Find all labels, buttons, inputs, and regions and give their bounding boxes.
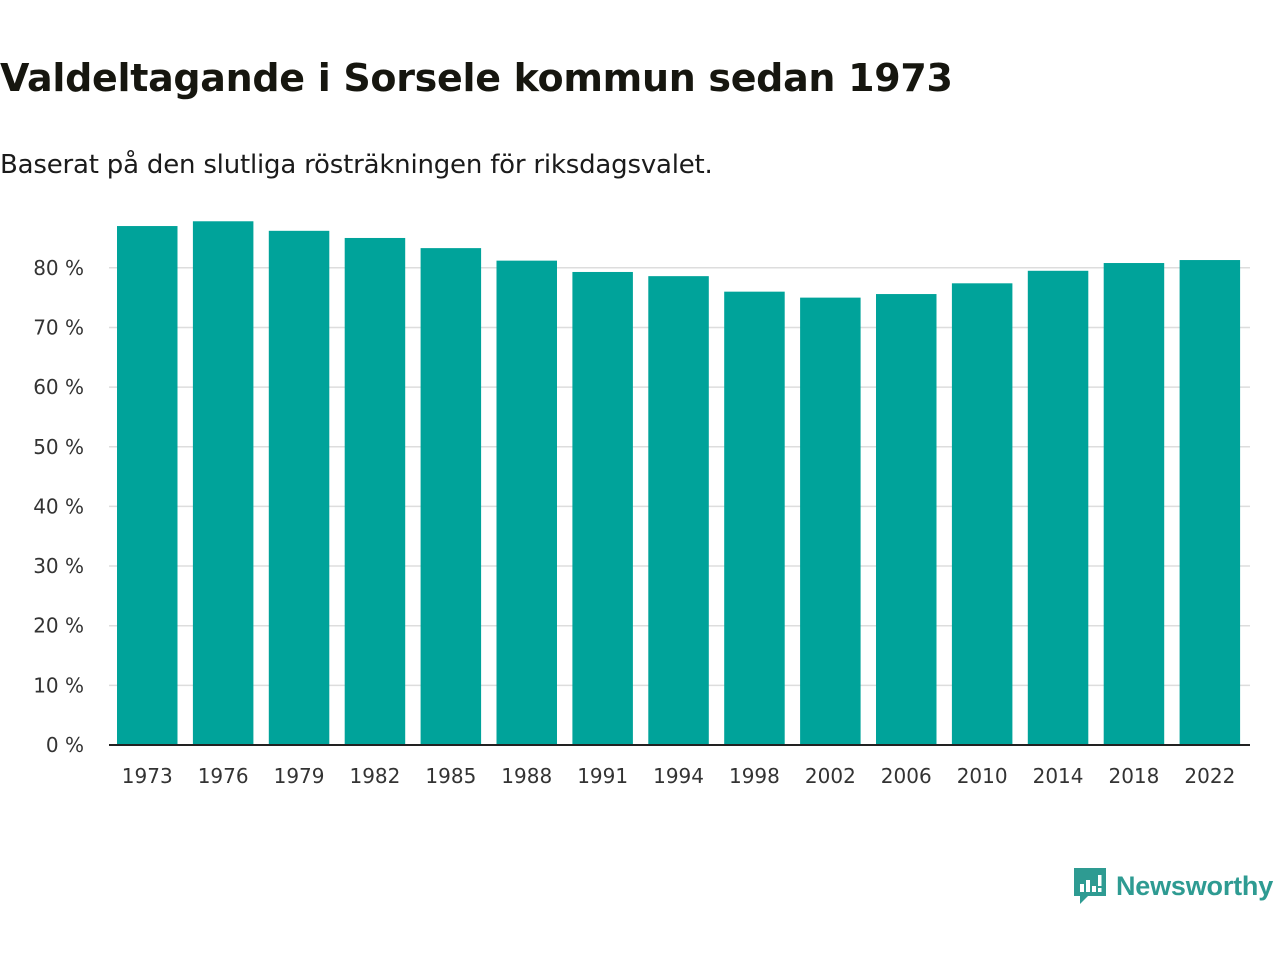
- x-tick-label: 2006: [881, 764, 932, 788]
- x-tick-label: 1998: [729, 764, 780, 788]
- y-tick-label: 40 %: [33, 494, 84, 518]
- y-tick-label: 60 %: [33, 375, 84, 399]
- x-tick-label: 1994: [653, 764, 704, 788]
- x-tick-label: 1982: [349, 764, 400, 788]
- bar-2022: [1179, 260, 1241, 745]
- x-tick-label: 1985: [425, 764, 476, 788]
- bar-2010: [951, 283, 1013, 745]
- bars: [117, 221, 1241, 746]
- y-tick-label: 50 %: [33, 435, 84, 459]
- x-tick-label: 1973: [122, 764, 173, 788]
- newsworthy-logo[interactable]: Newsworthy: [1072, 866, 1273, 906]
- x-tick-label: 1991: [577, 764, 628, 788]
- y-tick-label: 70 %: [33, 315, 84, 339]
- axes: 0 % 10 % 20 % 30 % 40 % 50 % 60 % 70 % 80 % 1973 1…: [33, 256, 1250, 788]
- y-tick-label: 80 %: [33, 256, 84, 280]
- bar-1982: [344, 237, 406, 745]
- newsworthy-logo-icon: [1074, 868, 1106, 904]
- y-tick-label: 0 %: [46, 733, 84, 757]
- chart-title: Valdeltagande i Sorsele kommun sedan 197…: [0, 56, 953, 100]
- x-tick-label: 2014: [1033, 764, 1084, 788]
- bar-1973: [117, 226, 178, 746]
- y-tick-label: 10 %: [33, 673, 84, 697]
- bar-1979: [268, 230, 330, 745]
- bar-1988: [496, 260, 557, 745]
- chart-subtitle: Baserat på den slutliga rösträkningen fö…: [0, 150, 713, 180]
- bar-1976: [192, 221, 254, 745]
- bar-2018: [1103, 263, 1165, 745]
- x-tick-label: 1988: [501, 764, 552, 788]
- x-tick-label: 2022: [1184, 764, 1235, 788]
- bar-1994: [648, 276, 709, 745]
- bar-2014: [1027, 270, 1089, 745]
- y-tick-label: 20 %: [33, 614, 84, 638]
- x-tick-label: 2002: [805, 764, 856, 788]
- bar-2002: [800, 297, 861, 745]
- bar-1985: [420, 248, 482, 746]
- x-tick-label: 2018: [1108, 764, 1159, 788]
- x-tick-label: 1976: [198, 764, 249, 788]
- bar-1998: [724, 291, 785, 745]
- y-tick-label: 30 %: [33, 554, 84, 578]
- brand-name: Newsworthy: [1116, 870, 1274, 901]
- x-tick-label: 2010: [957, 764, 1008, 788]
- bar-chart: 0 % 10 % 20 % 30 % 40 % 50 % 60 % 70 % 80 % 1973 1…: [33, 221, 1250, 788]
- bar-1991: [572, 271, 633, 745]
- bar-2006: [876, 294, 937, 745]
- x-tick-label: 1979: [274, 764, 325, 788]
